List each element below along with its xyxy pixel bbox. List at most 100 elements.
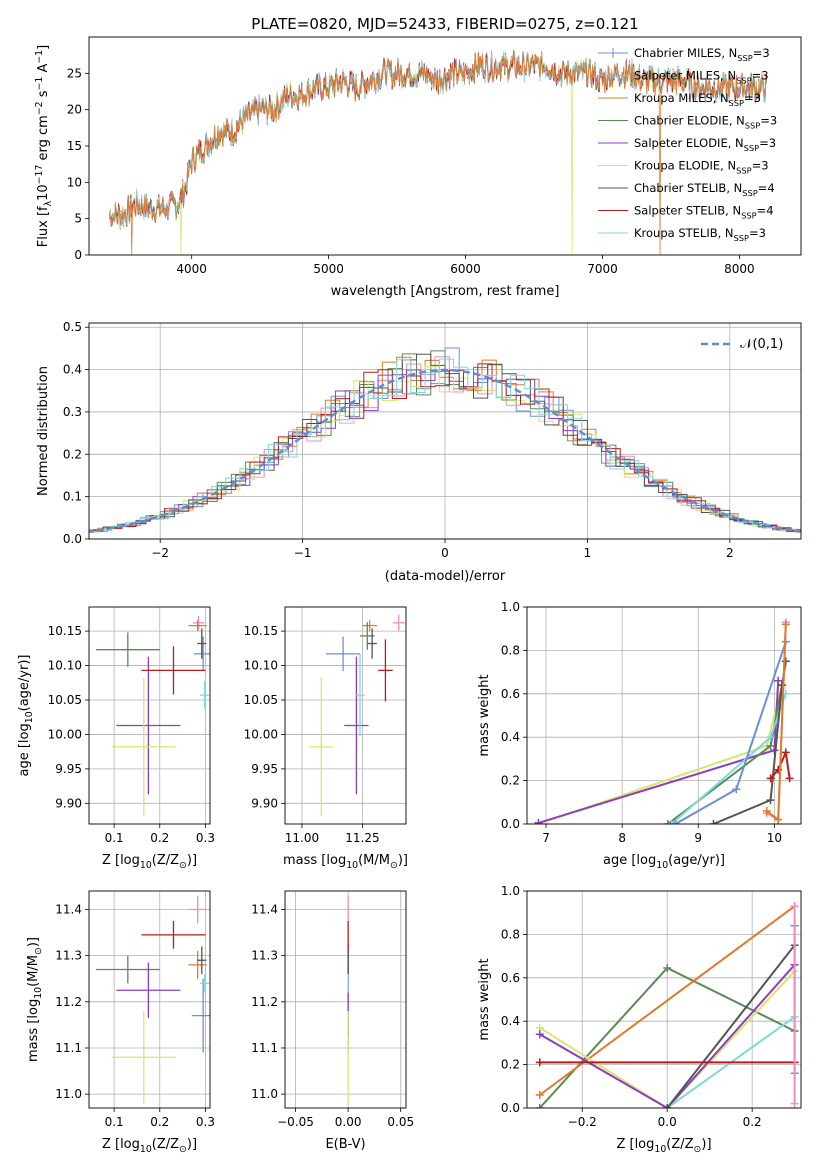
label-part: =3	[744, 91, 761, 105]
label-part: s	[36, 90, 51, 101]
plot-frame	[88, 36, 802, 256]
errorbar-point-5	[111, 1011, 176, 1104]
weight-marker	[667, 820, 676, 824]
y-tick-label: 11.3	[251, 949, 278, 963]
weight-line	[666, 944, 796, 1108]
label-part: SSP	[744, 143, 759, 153]
legend-label: Salpeter MILES, NSSP=3	[634, 69, 769, 86]
weight-marker	[535, 1030, 544, 1039]
label-part: Salpeter ELODIE, N	[634, 136, 744, 150]
legend-label: Salpeter ELODIE, NSSP=3	[634, 136, 776, 153]
y-tick-label: 0.0	[501, 1101, 520, 1115]
label-part: 10	[654, 1144, 666, 1155]
y-axis-label: mass weight	[477, 674, 492, 756]
plot-frame	[88, 606, 211, 825]
y-tick-label: 0.8	[501, 643, 520, 657]
y-tick-label: 0	[74, 248, 82, 262]
y-tick-label: 20	[67, 103, 82, 117]
plot-frame	[284, 606, 407, 825]
error-bars	[95, 895, 210, 1104]
label-part: =3	[759, 136, 776, 150]
label-part: (M/M	[358, 853, 390, 868]
x-tick-label: 10	[767, 831, 782, 845]
legend-label: Kroupa STELIB, NSSP=3	[634, 226, 766, 243]
label-part: Kroupa MILES, N	[634, 91, 729, 105]
legend-label: Chabrier STELIB, NSSP=4	[634, 181, 775, 198]
weight-series-4	[534, 676, 783, 824]
label-part: Z [log	[102, 853, 140, 868]
y-tick-label: 25	[67, 66, 82, 80]
y-tick-label: 9.95	[251, 762, 278, 776]
y-tick-label: 9.90	[55, 796, 82, 810]
label-part: (M/M	[26, 955, 41, 987]
histograms	[89, 347, 801, 534]
y-tick-label: 10	[67, 175, 82, 189]
label-part: Kroupa STELIB, N	[634, 226, 734, 240]
label-part: age [log	[603, 853, 656, 868]
weight-marker	[766, 774, 775, 783]
mass-vs-reddening-panel: −0.05 0.00 0.05 11.0 11.1 11.2 11.3 11.4 E(B-V)	[251, 890, 414, 1152]
y-tick-label: 15	[67, 139, 82, 153]
legend: 𝒩(0,1)	[701, 337, 783, 352]
errorbar-point-4	[116, 962, 181, 1018]
x-tick-label: 0	[441, 546, 449, 560]
y-tick-label: 11.2	[251, 995, 278, 1009]
label-part: )]	[398, 853, 408, 868]
weight-marker	[732, 785, 741, 794]
x-tick-label: 7	[542, 831, 550, 845]
errorbar-point-0	[326, 636, 361, 672]
plot-frame	[526, 890, 802, 1109]
label-part: (Z/Z	[666, 1137, 693, 1152]
x-tick-label: −0.2	[568, 1115, 597, 1129]
errorbar-point-2	[188, 620, 207, 632]
label-part: (Z/Z	[152, 1137, 179, 1152]
label-part: Salpeter STELIB, N	[634, 204, 741, 218]
legend-label: Chabrier ELODIE, NSSP=3	[634, 114, 777, 131]
x-tick-label: 11.00	[285, 831, 319, 845]
errorbar-point-0	[191, 978, 210, 1053]
label-part: Z [log	[102, 1137, 140, 1152]
label-part: Chabrier ELODIE, N	[634, 114, 745, 128]
x-tick-label: 5000	[313, 262, 344, 276]
label-part: (age/yr)]	[668, 853, 725, 868]
errorbar-point-7	[378, 639, 393, 702]
label-part: Flux [f	[36, 206, 51, 247]
label-part: =3	[752, 159, 769, 173]
x-axis-label: Z [log10(Z/Z⊙)]	[102, 1137, 197, 1155]
y-tick-label: 11.3	[55, 949, 82, 963]
x-tick-label: 0.05	[387, 1115, 414, 1129]
x-tick-label: 9	[694, 831, 702, 845]
weight-marker	[671, 820, 680, 824]
label-part: SSP	[745, 121, 760, 131]
label-part: =3	[752, 69, 769, 83]
y-tick-label: 0.1	[63, 490, 82, 504]
legend-label: Kroupa ELODIE, NSSP=3	[634, 159, 769, 176]
x-axis-label: Z [log10(Z/Z⊙)]	[102, 853, 197, 871]
weight-marker	[709, 820, 718, 824]
grid-lines	[527, 606, 801, 825]
residuals-panel: −2 −1 0 1 2 0.0 0.1 0.2 0.3 0.4 0.5 𝒩(0,1) (data-mod…	[36, 320, 802, 584]
y-tick-label: 0.4	[501, 1014, 520, 1028]
mass-vs-metallicity-panel: 0.1 0.2 0.311.011.111.211.311.4Z [log10(Z/…	[26, 890, 215, 1155]
label-part: ⊙	[179, 860, 187, 871]
y-tick-label: 10.05	[244, 693, 278, 707]
errorbar-point-3	[95, 632, 160, 667]
label-part: (age/yr)]	[17, 655, 32, 712]
x-tick-label: 2	[726, 546, 734, 560]
x-tick-label: −2	[151, 546, 169, 560]
x-tick-label: 0.0	[658, 1115, 677, 1129]
label-part: 10	[36, 184, 51, 201]
age-vs-mass-panel: 11.00 11.25 9.90 9.95 10.00 10.05 10.10 10.15 ma…	[244, 606, 408, 871]
plot-frame	[284, 890, 407, 1109]
grid-lines	[285, 607, 406, 824]
errorbar-point-4	[116, 656, 181, 795]
weight-line	[538, 680, 780, 824]
axis-ticks: 4000 5000 6000 7000 8000 0 5 10 15 20 25	[67, 66, 755, 276]
y-tick-label: 10.10	[244, 659, 278, 673]
x-axis-label: (data-model)/error	[385, 569, 506, 584]
weight-marker	[663, 1104, 672, 1108]
x-tick-label: −0.05	[277, 1115, 314, 1129]
